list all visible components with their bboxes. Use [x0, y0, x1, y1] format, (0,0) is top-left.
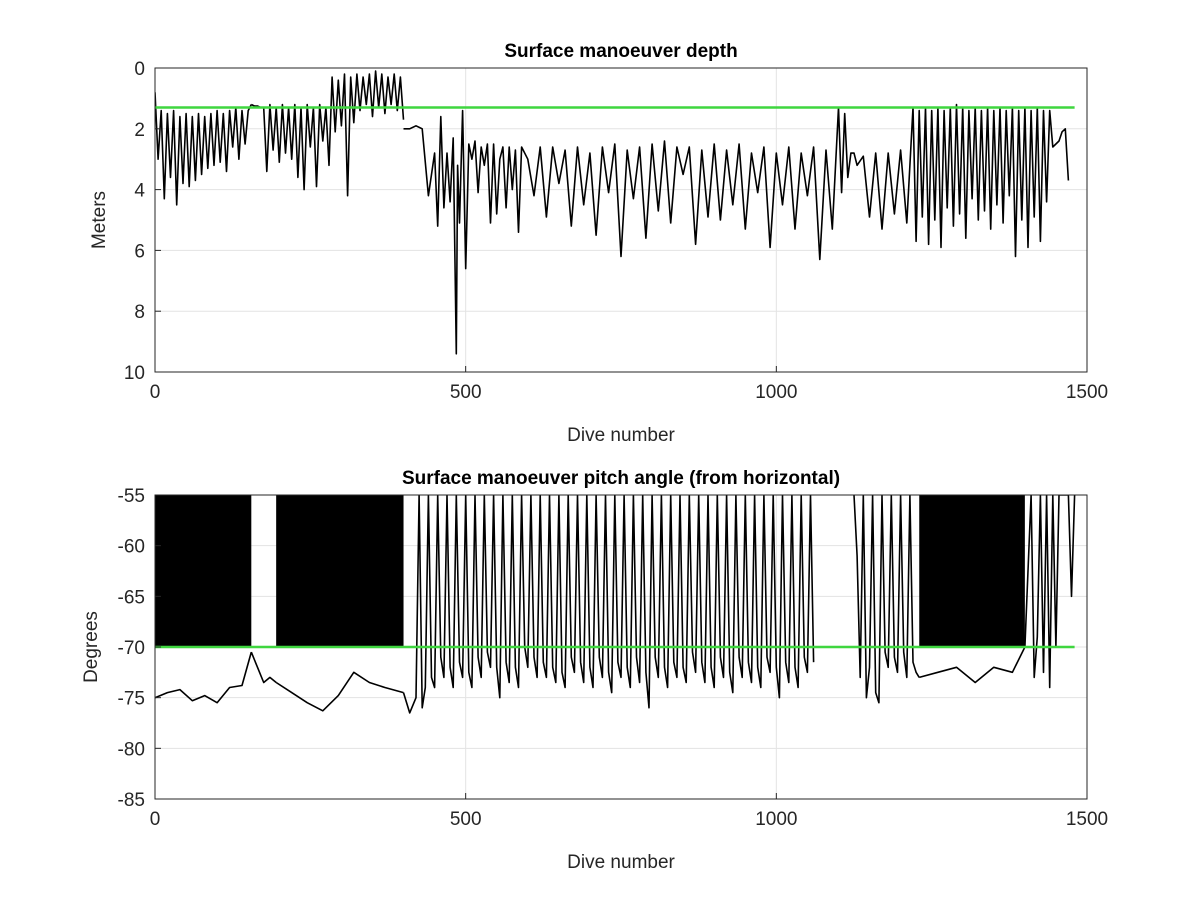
- pitch-chart-data-line: [155, 651, 253, 704]
- pitch-chart-series-band: [276, 495, 404, 647]
- depth-chart-data-line: [403, 103, 1070, 355]
- pitch-chart-title: Surface manoeuver pitch angle (from hori…: [402, 468, 840, 489]
- pitch-chart-series-band: [919, 495, 1025, 647]
- depth-chart-y-tick-label: 4: [134, 181, 145, 202]
- depth-chart-plot-area: [155, 70, 1075, 355]
- pitch-chart-x-tick-label: 1000: [755, 809, 797, 830]
- depth-chart-x-tick-label: 500: [450, 382, 482, 403]
- pitch-chart-x-axis-label: Dive number: [567, 852, 675, 873]
- pitch-chart-x-tick-label: 0: [150, 809, 161, 830]
- depth-chart-y-axis-label: Meters: [89, 191, 110, 249]
- pitch-chart-x-tick-label: 1500: [1066, 809, 1108, 830]
- pitch-chart-y-tick-label: -75: [118, 689, 145, 710]
- depth-chart-x-axis-label: Dive number: [567, 425, 675, 446]
- pitch-chart-y-tick-label: -80: [118, 739, 145, 760]
- depth-chart-y-tick-label: 2: [134, 120, 145, 141]
- pitch-chart-y-tick-label: -55: [118, 486, 145, 507]
- pitch-chart-plot-area: [155, 495, 1076, 714]
- pitch-chart-data-line: [402, 495, 815, 714]
- pitch-chart-y-tick-label: -85: [118, 790, 145, 811]
- pitch-chart-data-line: [1024, 495, 1076, 689]
- depth-chart-ticks: 0 500 1000 1500 0 2 4 6 8 10: [124, 59, 1108, 403]
- depth-chart-data-line: [262, 70, 405, 197]
- depth-chart: 0 500 1000 1500 0 2 4 6 8 10 Surface manoeuver de…: [89, 41, 1108, 446]
- depth-chart-axes-box: [154, 67, 1088, 373]
- depth-chart-x-tick-label: 0: [150, 382, 161, 403]
- pitch-chart-y-axis-label: Degrees: [81, 611, 102, 683]
- pitch-chart-data-line: [918, 646, 1026, 684]
- depth-chart-y-tick-label: 6: [134, 241, 145, 262]
- pitch-chart-ticks: 0 500 1000 1500 -55 -60 -65 -70 -75 -80 -85: [118, 486, 1109, 830]
- pitch-chart-data-line: [275, 671, 404, 712]
- depth-chart-data-line: [155, 92, 253, 206]
- pitch-chart-x-tick-label: 500: [450, 809, 482, 830]
- pitch-chart-y-tick-label: -65: [118, 587, 145, 608]
- depth-chart-y-tick-label: 8: [134, 302, 145, 323]
- pitch-chart-data-line: [853, 495, 920, 704]
- depth-chart-x-tick-label: 1000: [755, 382, 797, 403]
- pitch-chart-y-tick-label: -60: [118, 537, 145, 558]
- pitch-chart-y-tick-label: -70: [118, 638, 145, 659]
- depth-chart-y-tick-label: 10: [124, 363, 145, 384]
- depth-chart-title: Surface manoeuver depth: [504, 41, 737, 62]
- pitch-chart: 0 500 1000 1500 -55 -60 -65 -70 -75 -80 -85 Surfac…: [81, 468, 1108, 873]
- pitch-chart-data-line: [250, 651, 277, 684]
- depth-chart-x-tick-label: 1500: [1066, 382, 1108, 403]
- pitch-chart-series-band: [155, 495, 252, 647]
- depth-chart-y-tick-label: 0: [134, 59, 145, 80]
